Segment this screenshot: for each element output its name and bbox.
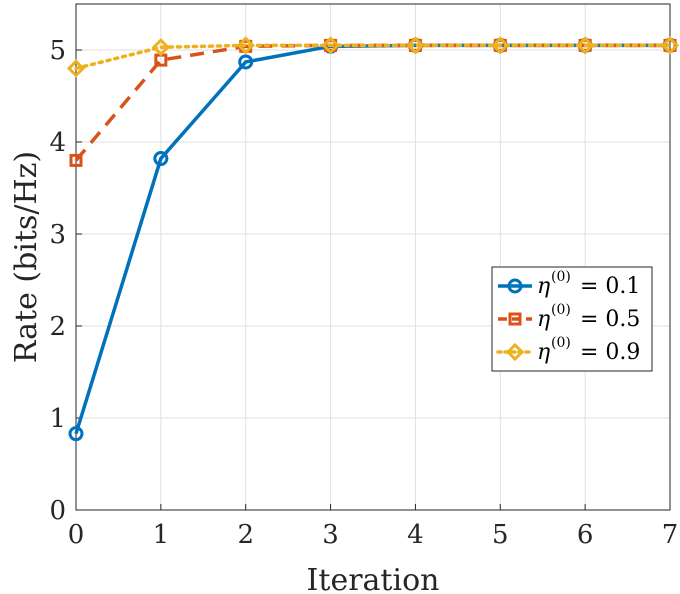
series-line: [74, 43, 672, 71]
legend-value: = 0.9: [580, 340, 640, 365]
legend-value: = 0.5: [580, 307, 640, 332]
legend-marker: [505, 342, 525, 362]
legend-entry: η (0) = 0.5: [498, 302, 640, 332]
legend-superscript: (0): [551, 335, 571, 351]
y-tick-label: 1: [49, 404, 66, 434]
data-point-marker: [153, 151, 169, 167]
legend-superscript: (0): [551, 302, 571, 318]
legend: η (0) = 0.1η (0) = 0.5η (0) = 0.9: [491, 266, 653, 372]
x-tick-label: 5: [492, 520, 509, 550]
legend-symbol: η: [537, 340, 550, 365]
y-tick-label: 5: [49, 36, 66, 66]
legend-symbol: η: [537, 307, 550, 332]
legend-superscript: (0): [551, 269, 571, 285]
y-axis-label: Rate (bits/Hz): [9, 151, 44, 363]
x-tick-label: 7: [662, 520, 679, 550]
series-line: [74, 43, 670, 435]
legend-symbol: η: [537, 274, 550, 299]
x-tick-label: 1: [153, 520, 170, 550]
grid-lines: [75, 4, 671, 511]
x-tick-label: 3: [322, 520, 339, 550]
y-tick-label: 4: [49, 128, 66, 158]
legend-marker: [507, 278, 523, 294]
data-point-marker: [238, 54, 254, 70]
data-point-marker: [69, 153, 83, 167]
series-2: [69, 38, 677, 167]
legend-entry: η (0) = 0.9: [496, 335, 640, 365]
data-point-marker: [406, 36, 425, 55]
y-tick-label: 0: [49, 496, 66, 526]
data-point-marker: [236, 36, 255, 55]
legend-entry: η (0) = 0.1: [498, 269, 640, 299]
data-point-marker: [68, 426, 84, 442]
data-point-marker: [321, 36, 340, 55]
axis-ticks: 0 1 2 3 4 5 6 7 0 1 2 3 4 5: [49, 36, 678, 550]
series-3: [66, 36, 680, 78]
legend-value: = 0.1: [580, 274, 640, 299]
y-tick-label: 3: [49, 220, 66, 250]
x-axis-label: Iteration: [307, 563, 440, 594]
y-tick-label: 2: [49, 312, 66, 342]
data-point-marker: [660, 36, 680, 55]
data-point-marker: [151, 38, 170, 57]
legend-marker: [508, 312, 522, 326]
data-point-marker: [66, 59, 86, 78]
plot-area-border: [75, 3, 671, 511]
data-point-marker: [576, 36, 595, 55]
x-tick-label: 0: [68, 520, 85, 550]
series-group: [66, 36, 680, 442]
data-point-marker: [491, 36, 510, 55]
x-tick-label: 4: [407, 520, 424, 550]
x-tick-label: 6: [577, 520, 594, 550]
x-tick-label: 2: [237, 520, 254, 550]
